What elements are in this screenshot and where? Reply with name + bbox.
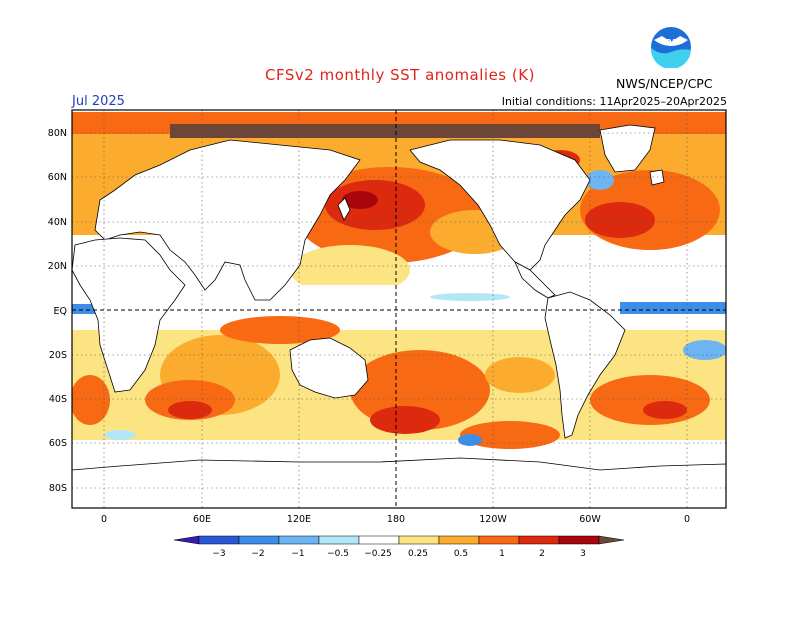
colorbar-segment: [558, 535, 600, 545]
lat-label: 80N: [48, 128, 67, 139]
lat-label: 20S: [49, 350, 67, 361]
lat-label: 60N: [48, 172, 67, 183]
land-outlines: [72, 124, 726, 508]
lat-label: 20N: [48, 261, 67, 272]
colorbar-label: 1: [499, 549, 505, 559]
reference-lines: [72, 110, 726, 508]
colorbar-segment: [358, 535, 400, 545]
map-frame: [71, 109, 727, 509]
colorbar-label: −3: [212, 549, 225, 559]
colorbar-segment: [318, 535, 360, 545]
lat-labels: 80N 60N 40N 20N EQ 20S 40S 60S 80S: [48, 128, 67, 494]
noaa-logo-text: NOAA: [660, 38, 683, 46]
colorbar-label: −0.5: [327, 549, 349, 559]
lon-label: 0: [101, 514, 107, 525]
colorbar-segment: [198, 535, 240, 545]
colorbar-segment: [478, 535, 520, 545]
map-title: CFSv2 monthly SST anomalies (K): [265, 66, 535, 84]
lon-label: 60E: [193, 514, 211, 525]
lat-label: 80S: [49, 483, 67, 494]
lon-label: 180: [387, 514, 405, 525]
lat-label: 40S: [49, 394, 67, 405]
agency-label: NWS/NCEP/CPC: [616, 76, 713, 91]
lon-label: 60W: [579, 514, 601, 525]
initial-conditions: Initial conditions: 11Apr2025–20Apr2025: [501, 95, 727, 108]
lat-label: 40N: [48, 217, 67, 228]
lat-label: EQ: [54, 306, 67, 317]
colorbar-segment: [518, 535, 560, 545]
colorbar-arrow-high: [598, 535, 625, 545]
lon-label: 0: [684, 514, 690, 525]
colorbar-labels: −3 −2 −1 −0.5 −0.25 0.25 0.5 1 2 3: [212, 549, 586, 559]
colorbar-arrow-low: [173, 535, 200, 545]
colorbar-label: 3: [580, 549, 586, 559]
lon-label: 120W: [479, 514, 507, 525]
colorbar-label: 2: [539, 549, 545, 559]
colorbar-label: −0.25: [364, 549, 392, 559]
forecast-month: Jul 2025: [72, 94, 125, 109]
colorbar-label: 0.5: [454, 549, 468, 559]
map-grid: [72, 110, 726, 508]
colorbar-segment: [238, 535, 280, 545]
noaa-logo: NOAA: [650, 26, 692, 70]
colorbar-segment: [278, 535, 320, 545]
lat-label: 60S: [49, 438, 67, 449]
colorbar-label: 0.25: [408, 549, 428, 559]
colorbar-segment: [438, 535, 480, 545]
lon-label: 120E: [287, 514, 311, 525]
lon-labels: 0 60E 120E 180 120W 60W 0: [101, 514, 690, 525]
colorbar-segment: [398, 535, 440, 545]
colorbar-label: −1: [291, 549, 304, 559]
anomaly-field: [72, 110, 726, 508]
colorbar-label: −2: [251, 549, 264, 559]
colorbar: [173, 535, 625, 545]
